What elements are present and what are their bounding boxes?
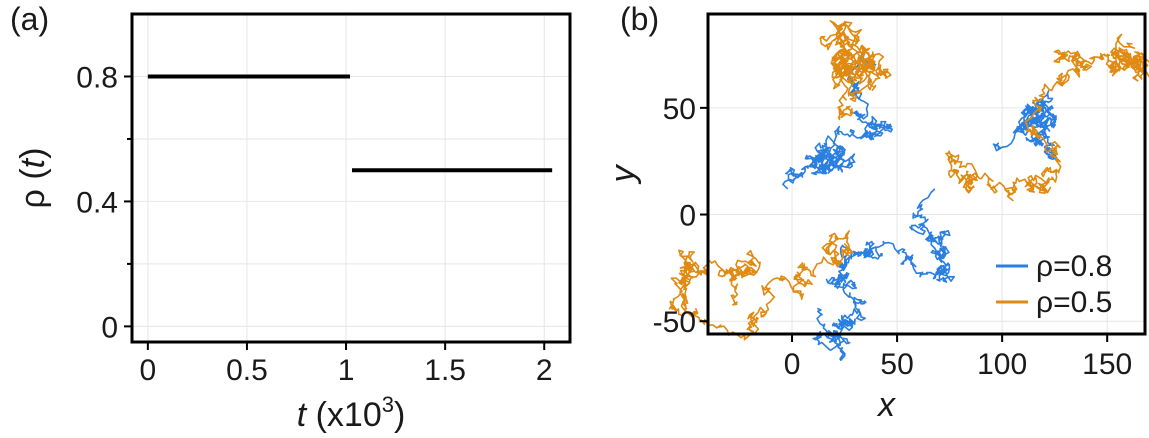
y-axis-label-a-rho: ρ ( (14, 168, 52, 209)
y-tick-label: 0.8 (76, 61, 118, 94)
x-tick-label: 50 (880, 348, 913, 381)
grid-b (708, 14, 1145, 334)
ticks-a: 0 0.5 1 1.5 2 0 0.4 0.8 (76, 61, 552, 387)
x-axis-label-b: x (876, 386, 896, 424)
x-tick-label: 0 (784, 348, 801, 381)
x-axis-label-a: t (x103) (297, 392, 406, 434)
trajectory-1 (812, 188, 955, 361)
y-tick-label: 0 (679, 200, 696, 233)
y-tick-label: 0 (101, 311, 118, 344)
x-tick-label: 150 (1082, 348, 1132, 381)
x-axis-label-a-exp: 3 (382, 392, 394, 417)
grid-a (132, 14, 570, 342)
x-tick-label: 0 (140, 354, 157, 387)
x-tick-label: 100 (977, 348, 1027, 381)
x-tick-label: 1.5 (424, 354, 466, 387)
chart-b: 0 50 100 150 -50 0 50 x y ρ=0.8 ρ=0.5 (604, 12, 1149, 424)
x-axis-label-a-unit: (x10 (306, 396, 382, 434)
legend-label-rho-05: ρ=0.5 (1036, 286, 1112, 319)
series-a (147, 74, 553, 173)
y-tick-label: -50 (653, 306, 696, 339)
plot-frame-b (706, 12, 1147, 336)
y-axis-label-a-var: t (14, 157, 52, 168)
x-tick-label: 2 (536, 354, 553, 387)
x-axis-label-a-close: ) (394, 396, 405, 434)
trajectory-5 (945, 33, 1149, 202)
x-axis-label-a-var: t (297, 396, 308, 434)
legend-b: ρ=0.8 ρ=0.5 (996, 250, 1112, 319)
series-b (668, 20, 1149, 361)
trajectory-3 (819, 20, 892, 121)
y-tick-label: 0.4 (76, 186, 118, 219)
y-axis-label-a-close: ) (14, 148, 52, 159)
y-axis-label-a: ρ (t) (14, 148, 52, 209)
trajectory-4 (668, 230, 854, 341)
trajectory-2 (992, 90, 1058, 160)
chart-a: 0 0.5 1 1.5 200.40.8 t (x103) ρ (t) (14, 12, 572, 434)
plot-frame-a (130, 12, 572, 344)
x-tick-label: 1 (338, 354, 355, 387)
trajectory-0 (782, 52, 893, 190)
legend-label-rho-08: ρ=0.8 (1036, 250, 1112, 283)
panel-label-b: (b) (620, 1, 659, 37)
ticks-b: 0 50 100 150 -50 0 50 (653, 93, 1133, 381)
y-tick-label: 50 (663, 93, 696, 126)
panel-label-a: (a) (10, 1, 49, 37)
y-axis-label-b: y (604, 164, 642, 185)
x-tick-label: 0.5 (226, 354, 268, 387)
